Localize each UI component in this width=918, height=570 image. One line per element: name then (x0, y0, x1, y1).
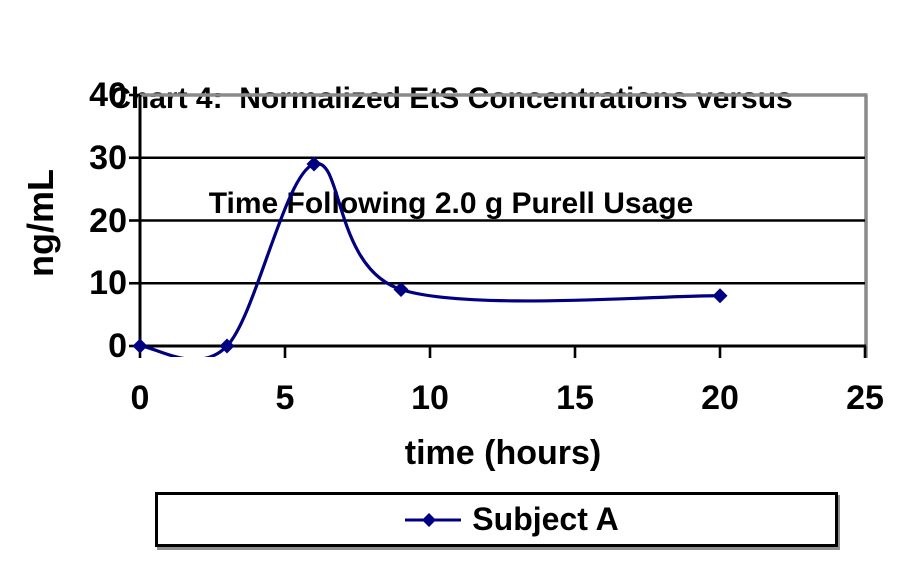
x-tick-label: 0 (130, 379, 150, 417)
data-point-marker (393, 282, 409, 298)
y-tick-label: 40 (89, 76, 127, 114)
legend-entry-label: Subject A (472, 501, 619, 537)
series-markers-subject-a (132, 156, 728, 354)
chart-title: Chart 4: Normalized EtS Concentrations v… (0, 11, 910, 291)
y-tick-label: 30 (89, 138, 127, 177)
chart-title-line2: Time Following 2.0 g Purell Usage (208, 187, 694, 220)
y-tick-label: 20 (89, 201, 127, 240)
data-point-marker (132, 338, 148, 354)
x-tick-label: 25 (846, 379, 884, 417)
y-tick-label: 10 (89, 264, 127, 303)
chart-title-line1: Chart 4: Normalized EtS Concentrations v… (109, 82, 793, 115)
x-tick-label: 20 (701, 379, 739, 417)
data-point-marker (306, 156, 322, 172)
x-axis-title: time (hours) (404, 434, 602, 472)
legend-series-marker-icon (405, 512, 462, 527)
data-point-marker (219, 338, 235, 354)
data-point-marker (712, 288, 728, 304)
x-tick-label: 5 (275, 379, 295, 417)
series-line-subject-a (139, 162, 721, 357)
legend: Subject A (155, 492, 838, 547)
x-tick-label: 10 (411, 379, 449, 417)
x-tick-label: 15 (556, 379, 594, 417)
legend-entry: Subject A (374, 501, 619, 538)
y-tick-label: 0 (108, 327, 127, 365)
